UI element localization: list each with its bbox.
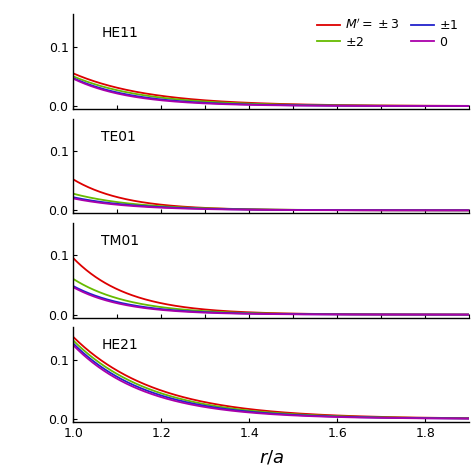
Text: TE01: TE01 [101, 130, 136, 144]
Text: HE21: HE21 [101, 338, 138, 353]
Text: $r/a$: $r/a$ [259, 448, 284, 466]
Legend: $M'=\pm3$, $\pm2$, $\pm1$, $0$: $M'=\pm3$, $\pm2$, $\pm1$, $0$ [312, 13, 463, 54]
Text: TM01: TM01 [101, 234, 139, 248]
Text: HE11: HE11 [101, 26, 138, 40]
